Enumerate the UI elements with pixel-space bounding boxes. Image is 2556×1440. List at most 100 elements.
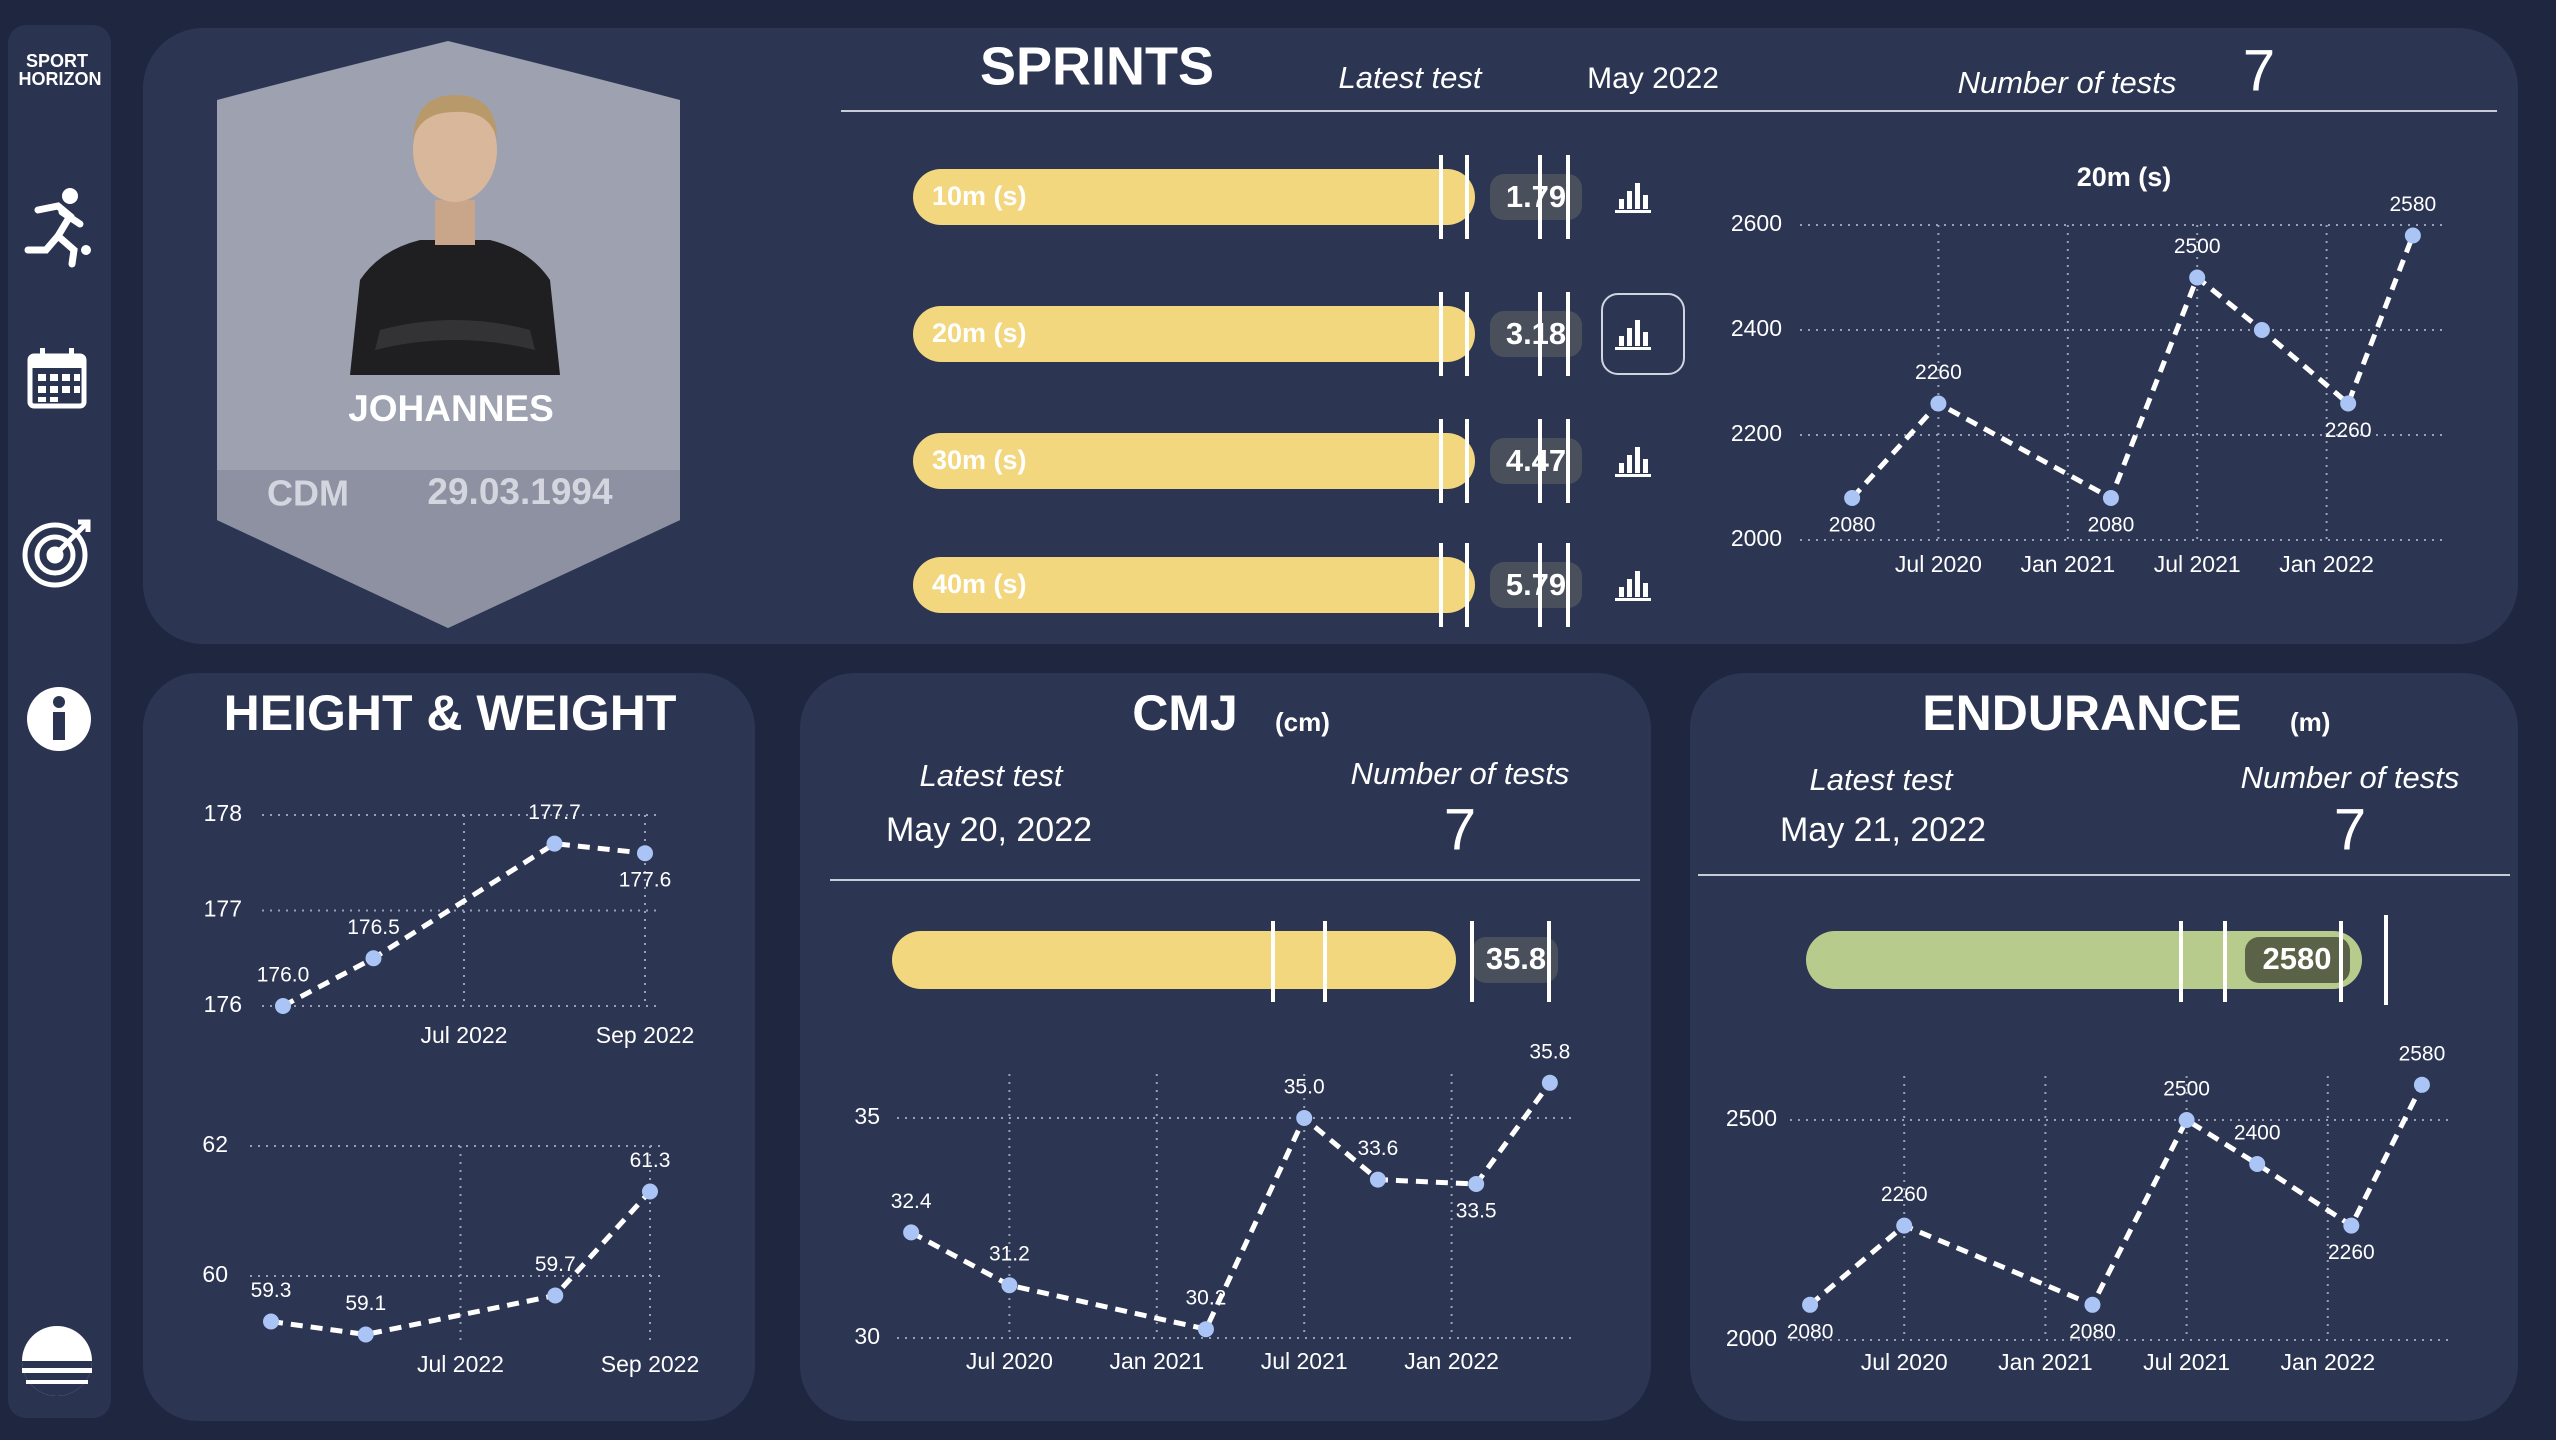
data-point <box>1468 1176 1485 1192</box>
y-tick-label: 178 <box>204 800 242 826</box>
x-tick-label: Jul 2021 <box>2143 1349 2230 1375</box>
latest-date: May 20, 2022 <box>886 811 1092 849</box>
sprint-bar-label: 30m (s) <box>932 445 1027 475</box>
sprint-bar-label: 10m (s) <box>932 181 1027 211</box>
icon-bar <box>1643 195 1648 209</box>
latest-label: Latest test <box>1809 762 1953 797</box>
chart-icon[interactable] <box>1615 571 1651 601</box>
data-label: 32.4 <box>891 1190 932 1213</box>
icon-bar <box>1643 332 1648 346</box>
section-unit: (m) <box>2290 707 2330 737</box>
icon-bar <box>1627 579 1632 597</box>
value-pill <box>2245 937 2350 983</box>
y-tick-label: 2200 <box>1731 420 1782 446</box>
runner-icon[interactable] <box>24 188 91 268</box>
data-point <box>2189 269 2206 286</box>
series-line <box>270 1189 652 1338</box>
data-label: 2500 <box>2174 235 2221 258</box>
icon-bar <box>1619 463 1624 473</box>
data-label: 2260 <box>1915 361 1962 384</box>
count-label: Number of tests <box>1958 65 2177 100</box>
icon-bar <box>1627 191 1632 209</box>
chart-icon[interactable] <box>1615 183 1651 213</box>
data-point <box>1369 1171 1386 1188</box>
latest-date: May 21, 2022 <box>1780 811 1986 849</box>
y-tick-label: 60 <box>202 1261 228 1287</box>
icon-bar <box>1619 199 1624 209</box>
latest-label: Latest test <box>919 758 1063 793</box>
x-tick-label: Jan 2021 <box>2020 551 2115 577</box>
calendar-icon[interactable] <box>27 348 87 409</box>
data-label: 2580 <box>2399 1042 2446 1065</box>
data-point <box>2178 1112 2195 1128</box>
y-tick-label: 177 <box>204 896 242 922</box>
info-icon[interactable] <box>27 687 91 751</box>
data-point <box>2249 1156 2266 1172</box>
icon-base <box>1615 210 1651 213</box>
test-count: 7 <box>2334 797 2366 862</box>
data-label: 61.3 <box>630 1149 671 1172</box>
sprint-value: 1.79 <box>1506 179 1566 214</box>
data-point <box>1296 1110 1313 1126</box>
sprint-value: 4.47 <box>1506 443 1566 478</box>
y-tick-label: 2400 <box>1731 315 1782 341</box>
chart-icon[interactable] <box>1615 320 1651 350</box>
x-tick-label: Jul 2022 <box>417 1351 504 1377</box>
y-tick-label: 2000 <box>1726 1325 1777 1351</box>
value-pill <box>1490 438 1582 484</box>
x-tick-label: Jul 2021 <box>2154 551 2241 577</box>
data-label: 177.6 <box>619 869 672 892</box>
logo-text: SPORT <box>26 51 88 71</box>
x-tick-label: Jul 2021 <box>1261 1348 1348 1374</box>
data-point <box>2340 395 2357 412</box>
x-tick-label: Jan 2021 <box>1109 1348 1204 1374</box>
x-tick-label: Jul 2020 <box>1895 551 1982 577</box>
sprint-bar-label: 20m (s) <box>932 318 1027 348</box>
x-tick-label: Jan 2022 <box>2279 551 2374 577</box>
x-tick-label: Sep 2022 <box>601 1351 699 1377</box>
y-tick-label: 2500 <box>1726 1105 1777 1131</box>
x-tick-label: Jan 2022 <box>2280 1349 2375 1375</box>
data-label: 176.5 <box>347 916 400 939</box>
reference-lines <box>1271 921 1551 1002</box>
data-label: 2500 <box>2163 1078 2210 1101</box>
player-birth-date: 29.03.1994 <box>427 471 613 512</box>
icon-bar <box>1627 455 1632 473</box>
cmj-panel <box>800 673 1651 1421</box>
icon-base <box>1615 347 1651 350</box>
y-tick-label: 2600 <box>1731 210 1782 236</box>
chart-icon[interactable] <box>1615 447 1651 477</box>
data-label: 59.3 <box>251 1279 292 1302</box>
data-label: 31.2 <box>989 1243 1030 1266</box>
data-label: 33.5 <box>1456 1200 1497 1223</box>
data-point <box>357 1326 374 1343</box>
section-title: ENDURANCE <box>1922 685 2241 741</box>
data-label: 2260 <box>2325 419 2372 442</box>
logo-text: HORIZON <box>19 69 102 89</box>
data-point <box>2253 322 2270 338</box>
height-weight-panel <box>143 673 755 1421</box>
icon-base <box>1615 598 1651 601</box>
gauge-value: 2580 <box>2263 941 2332 976</box>
count-label: Number of tests <box>2241 760 2460 795</box>
test-count: 7 <box>2243 38 2275 103</box>
data-point <box>1896 1217 1913 1234</box>
data-label: 2400 <box>2234 1122 2281 1145</box>
sprint-value: 3.18 <box>1506 316 1566 351</box>
data-point <box>275 998 291 1014</box>
y-tick-label: 176 <box>204 991 242 1017</box>
gauge-value: 35.8 <box>1486 941 1546 976</box>
section-title: HEIGHT & WEIGHT <box>224 685 677 741</box>
data-label: 2080 <box>1829 514 1876 537</box>
value-pill <box>1490 562 1582 608</box>
icon-bar <box>1619 587 1624 597</box>
x-tick-label: Sep 2022 <box>596 1022 694 1048</box>
data-point <box>1001 1277 1018 1294</box>
target-icon[interactable] <box>22 519 91 588</box>
data-label: 33.6 <box>1357 1137 1398 1160</box>
bottom-logo <box>22 1326 92 1396</box>
data-label: 2080 <box>1787 1320 1834 1343</box>
section-title: CMJ <box>1132 685 1238 741</box>
y-tick-label: 2000 <box>1731 525 1782 551</box>
